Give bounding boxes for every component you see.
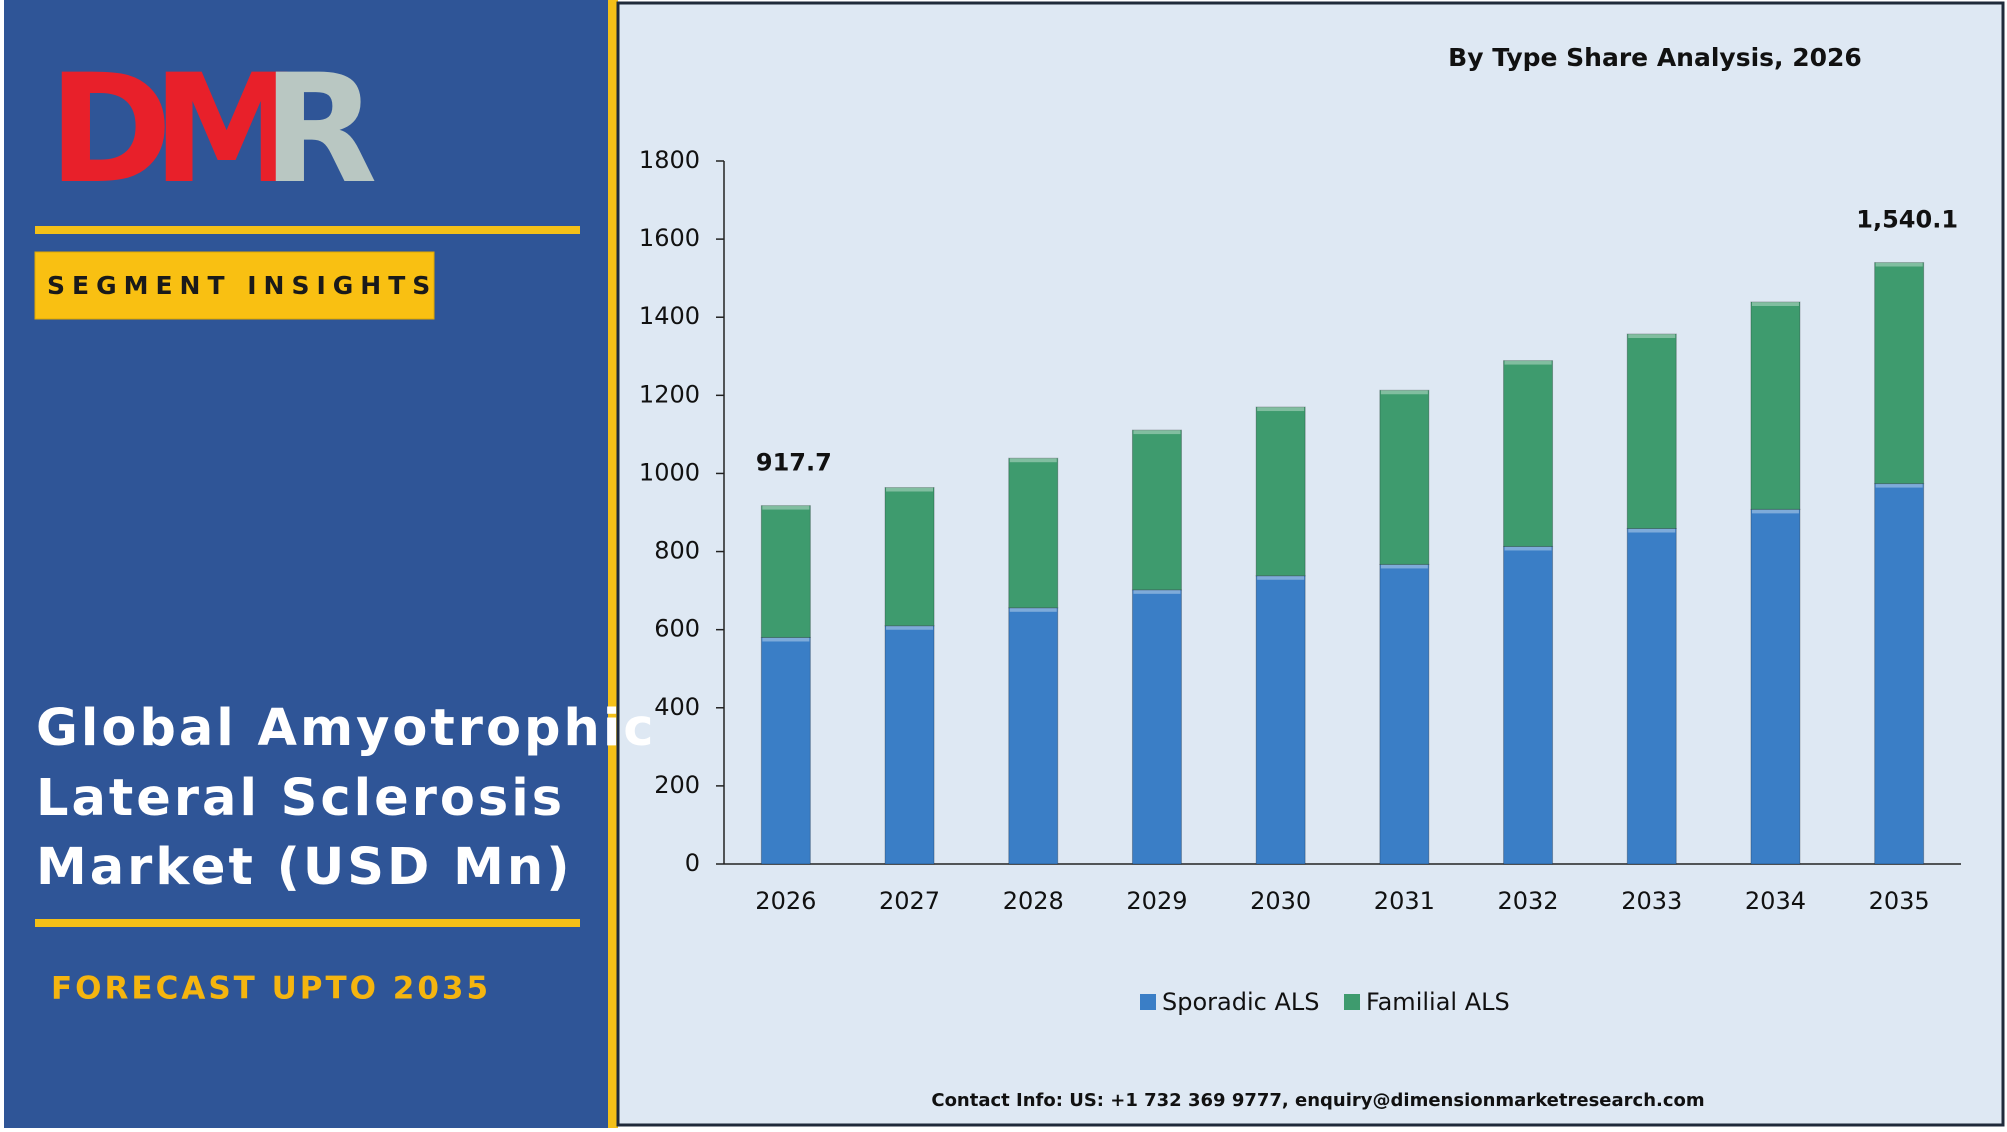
- y-tick-label: 1800: [639, 146, 700, 174]
- logo-letter: R: [262, 43, 378, 217]
- bar-segment: [1503, 360, 1554, 547]
- bar-segment: [1874, 483, 1925, 865]
- legend-label: Sporadic ALS: [1162, 988, 1319, 1016]
- bar-highlight: [1380, 564, 1428, 569]
- bar-highlight: [1875, 262, 1923, 267]
- bar-segment: [1503, 545, 1554, 865]
- plot: 0 200 400 600 800 1000 1200 1400 1600 1800 2026 202…: [639, 146, 1961, 1016]
- bar-highlight: [1009, 458, 1057, 463]
- rule: [35, 919, 580, 927]
- bar-highlight: [886, 487, 934, 492]
- y-tick-label: 1200: [639, 380, 700, 408]
- bar-highlight: [1133, 589, 1181, 594]
- y-tick-label: 800: [654, 537, 700, 565]
- bar-segment: [1379, 389, 1430, 565]
- bar-segment: [1626, 528, 1677, 865]
- rule: [35, 226, 580, 234]
- badge: [34, 251, 435, 320]
- x-tick-label: 2030: [1250, 887, 1311, 915]
- legend-label: Familial ALS: [1366, 988, 1510, 1016]
- bar-segment: [760, 636, 811, 865]
- bar-highlight: [1380, 390, 1428, 395]
- bar-segment: [1626, 333, 1677, 530]
- bar-highlight: [1009, 607, 1057, 612]
- bar-segment: [1255, 406, 1306, 577]
- badge-text: SEGMENT INSIGHTS: [47, 271, 437, 300]
- logo-letter: M: [152, 43, 301, 217]
- x-tick-label: 2033: [1621, 887, 1682, 915]
- x-tick-label: 2028: [1003, 887, 1064, 915]
- bar-segment: [1750, 508, 1801, 865]
- bar-segment: [1379, 563, 1430, 865]
- y-tick-label: 1400: [639, 302, 700, 330]
- x-tick-label: 2034: [1745, 887, 1806, 915]
- x-tick-label: 2032: [1498, 887, 1559, 915]
- y-tick-label: 1000: [639, 458, 700, 486]
- bar-segment: [1874, 262, 1925, 485]
- bar-highlight: [1628, 334, 1676, 339]
- sidebar: [4, 0, 608, 1128]
- bar-highlight: [1875, 483, 1923, 488]
- bar-highlight: [1751, 509, 1799, 514]
- bar-highlight: [762, 505, 810, 510]
- y-tick-label: 400: [654, 693, 700, 721]
- y-tick-label: 0: [685, 849, 700, 877]
- forecast: FORECAST UPTO 2035: [51, 971, 491, 1007]
- divider: [608, 0, 618, 1128]
- bar-highlight: [1628, 528, 1676, 533]
- title-line: Global Amyotrophic: [36, 699, 657, 758]
- x-tick-label: 2027: [879, 887, 940, 915]
- logo: D M R: [48, 43, 378, 217]
- legend-swatch: [1344, 994, 1360, 1010]
- chart-title: By Type Share Analysis, 2026: [1448, 43, 1862, 72]
- bar-highlight: [1504, 360, 1552, 365]
- bar-highlight: [1257, 575, 1305, 580]
- y-tick-label: 200: [654, 771, 700, 799]
- bar-highlight: [1751, 301, 1799, 306]
- bar-segment: [884, 625, 935, 865]
- bar-highlight: [1257, 407, 1305, 412]
- bar-segment: [760, 505, 811, 638]
- bar-highlight: [886, 625, 934, 630]
- bar-segment: [1131, 589, 1182, 865]
- y-tick-label: 1600: [639, 224, 700, 252]
- data-label: 917.7: [756, 449, 832, 477]
- data-label: 1,540.1: [1856, 206, 1958, 234]
- sidebar-title: Global Amyotrophic Lateral Sclerosis Mar…: [36, 699, 657, 897]
- bar-highlight: [762, 637, 810, 642]
- x-tick-label: 2035: [1869, 887, 1930, 915]
- bar-segment: [1255, 575, 1306, 865]
- x-tick-label: 2029: [1126, 887, 1187, 915]
- bar-highlight: [1504, 546, 1552, 551]
- y-tick-label: 600: [654, 615, 700, 643]
- bar-segment: [884, 487, 935, 627]
- bar-segment: [1008, 457, 1059, 609]
- bar-segment: [1131, 429, 1182, 591]
- bar-segment: [1750, 301, 1801, 510]
- footer: Contact Info: US: +1 732 369 9777, enqui…: [931, 1090, 1704, 1111]
- logo-letter: D: [48, 43, 173, 217]
- x-tick-label: 2031: [1374, 887, 1435, 915]
- bar-segment: [1008, 607, 1059, 865]
- legend-swatch: [1140, 994, 1156, 1010]
- title-line: Market (USD Mn): [36, 838, 573, 897]
- x-tick-label: 2026: [755, 887, 816, 915]
- title-line: Lateral Sclerosis: [36, 769, 565, 828]
- bar-highlight: [1133, 430, 1181, 435]
